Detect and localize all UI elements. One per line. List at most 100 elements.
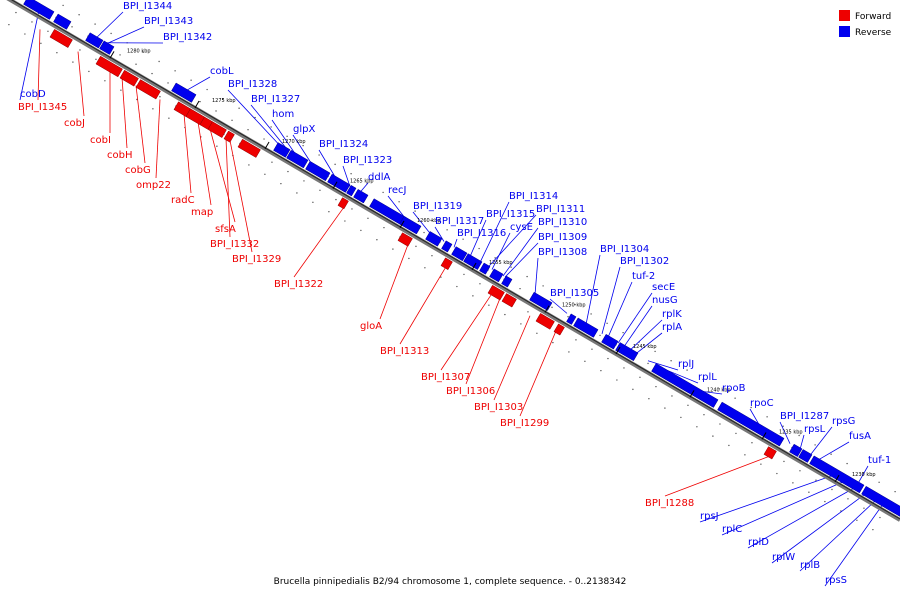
reverse-gene[interactable] (529, 291, 553, 311)
reverse-gene-label[interactable]: fusA (849, 431, 871, 442)
reverse-gene-label[interactable]: tuf-1 (868, 455, 891, 466)
reverse-gene[interactable] (171, 82, 197, 103)
forward-gene[interactable] (397, 232, 413, 247)
reverse-gene-label[interactable]: rplA (662, 322, 682, 333)
reverse-gene[interactable] (789, 443, 803, 457)
reverse-gene[interactable] (479, 262, 491, 275)
reverse-gene-label[interactable]: BPI_I1319 (413, 201, 462, 212)
forward-gene[interactable] (207, 121, 227, 138)
reverse-gene-label[interactable]: rplK (662, 309, 682, 320)
reverse-gene[interactable] (305, 160, 331, 182)
reverse-gene-label[interactable]: BPI_I1316 (457, 228, 506, 239)
reverse-gene-label[interactable]: rplD (748, 537, 769, 548)
reverse-gene-label[interactable]: glpX (293, 124, 315, 135)
reverse-gene[interactable] (809, 455, 865, 494)
reverse-gene-label[interactable]: BPI_I1344 (123, 1, 172, 12)
reverse-gene[interactable] (601, 333, 619, 350)
forward-gene-label[interactable]: sfsA (215, 224, 236, 235)
reverse-gene-label[interactable]: BPI_I1302 (620, 256, 669, 267)
forward-gene[interactable] (553, 323, 565, 336)
forward-gene[interactable] (49, 28, 73, 48)
reverse-gene[interactable] (85, 32, 104, 49)
reverse-gene-label[interactable]: BPI_I1287 (780, 411, 829, 422)
reverse-gene[interactable] (861, 485, 900, 517)
reverse-gene-label[interactable]: BPI_I1311 (536, 204, 585, 215)
reverse-gene-label[interactable]: rpsJ (700, 511, 719, 522)
forward-gene-label[interactable]: BPI_I1332 (210, 239, 259, 250)
reverse-gene-label[interactable]: rpsL (804, 424, 826, 435)
forward-gene[interactable] (487, 284, 505, 301)
reverse-gene[interactable] (615, 342, 639, 362)
reverse-gene[interactable] (489, 268, 504, 283)
forward-gene-label[interactable]: BPI_I1299 (500, 418, 549, 429)
reverse-gene-label[interactable]: secE (652, 282, 675, 293)
reverse-gene[interactable] (99, 40, 115, 55)
forward-gene-label[interactable]: cobI (90, 135, 111, 146)
reverse-gene-label[interactable]: BPI_I1304 (600, 244, 649, 255)
reverse-gene-label[interactable]: tuf-2 (632, 271, 655, 282)
reverse-gene-label[interactable]: BPI_I1328 (228, 79, 277, 90)
reverse-gene[interactable] (327, 173, 351, 193)
reverse-gene-label[interactable]: BPI_I1310 (538, 217, 587, 228)
reverse-gene-label[interactable]: recJ (388, 185, 407, 196)
forward-gene-label[interactable]: BPI_I1288 (645, 498, 694, 509)
reverse-gene-label[interactable]: BPI_I1342 (163, 32, 212, 43)
forward-gene-label[interactable]: map (191, 207, 213, 218)
reverse-gene-label[interactable]: rpsG (832, 416, 855, 427)
forward-gene[interactable] (223, 130, 235, 143)
reverse-gene-label[interactable]: ddlA (368, 172, 390, 183)
reverse-gene[interactable] (573, 317, 599, 338)
forward-gene-label[interactable]: omp22 (136, 180, 171, 191)
forward-gene-label[interactable]: BPI_I1306 (446, 386, 495, 397)
reverse-gene-label[interactable]: cysE (510, 222, 533, 233)
reverse-gene[interactable] (441, 240, 453, 253)
reverse-gene-label[interactable]: rpoC (750, 398, 774, 409)
reverse-gene-label[interactable]: BPI_I1327 (251, 94, 300, 105)
reverse-gene[interactable] (717, 401, 785, 447)
forward-gene[interactable] (119, 69, 139, 87)
reverse-gene[interactable] (286, 149, 309, 169)
reverse-gene[interactable] (651, 363, 719, 408)
forward-gene-label[interactable]: cobJ (64, 118, 85, 129)
forward-gene[interactable] (535, 313, 555, 330)
reverse-gene-label[interactable]: BPI_I1308 (538, 247, 587, 258)
reverse-gene-label[interactable]: rpsS (825, 575, 847, 586)
forward-gene-label[interactable]: BPI_I1313 (380, 346, 429, 357)
reverse-gene[interactable] (23, 0, 55, 20)
reverse-gene[interactable] (346, 184, 357, 197)
forward-gene[interactable] (763, 446, 777, 460)
forward-gene[interactable] (501, 293, 517, 308)
reverse-gene[interactable] (566, 313, 577, 325)
forward-gene-label[interactable]: BPI_I1329 (232, 254, 281, 265)
reverse-gene-label[interactable]: rpoB (722, 383, 746, 394)
reverse-gene[interactable] (425, 231, 443, 247)
reverse-gene[interactable] (273, 142, 291, 158)
forward-gene[interactable] (337, 197, 349, 210)
reverse-gene[interactable] (399, 215, 422, 235)
reverse-gene-label[interactable]: cobD (20, 89, 46, 100)
reverse-gene-label[interactable]: rplB (800, 560, 820, 571)
reverse-gene[interactable] (501, 275, 513, 288)
forward-gene-label[interactable]: radC (171, 195, 195, 206)
forward-gene-label[interactable]: cobG (125, 165, 151, 176)
reverse-gene-label[interactable]: BPI_I1343 (144, 16, 193, 27)
reverse-gene-label[interactable]: rplC (722, 524, 742, 535)
reverse-gene[interactable] (353, 189, 369, 204)
forward-gene[interactable] (135, 79, 161, 100)
reverse-gene-label[interactable]: BPI_I1314 (509, 191, 558, 202)
reverse-gene[interactable] (463, 253, 483, 270)
forward-gene-label[interactable]: cobH (107, 150, 132, 161)
forward-gene[interactable] (95, 55, 123, 78)
forward-gene-label[interactable]: BPI_I1307 (421, 372, 470, 383)
reverse-gene-label[interactable]: nusG (652, 295, 678, 306)
reverse-gene-label[interactable]: BPI_I1309 (538, 232, 587, 243)
reverse-gene-label[interactable]: BPI_I1323 (343, 155, 392, 166)
reverse-gene-label[interactable]: rplJ (678, 359, 694, 370)
reverse-gene[interactable] (798, 449, 813, 463)
reverse-gene-label[interactable]: BPI_I1317 (435, 216, 484, 227)
forward-gene-label[interactable]: BPI_I1303 (474, 402, 523, 413)
reverse-gene-label[interactable]: BPI_I1324 (319, 139, 368, 150)
reverse-gene-label[interactable]: rplW (772, 552, 795, 563)
reverse-gene[interactable] (451, 246, 468, 262)
forward-gene-label[interactable]: BPI_I1345 (18, 102, 67, 113)
